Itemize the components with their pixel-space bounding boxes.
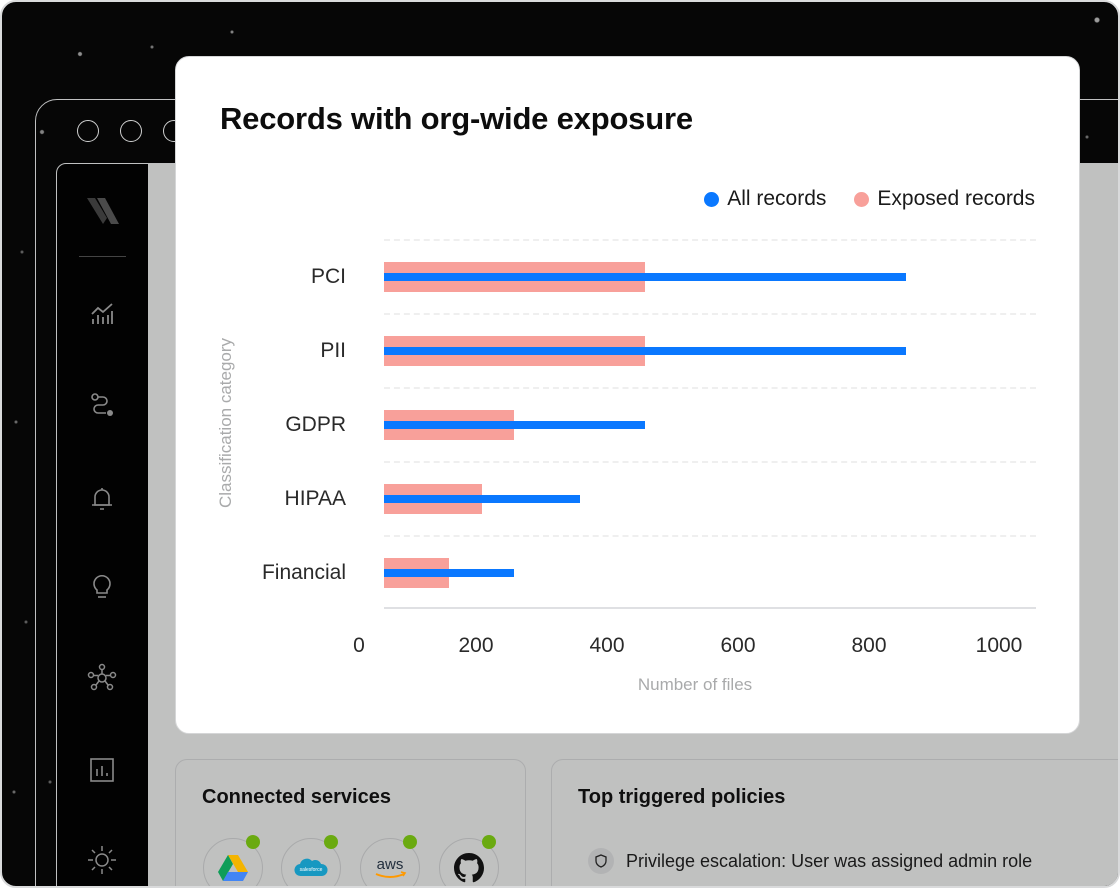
x-tick-label: 400 bbox=[589, 634, 625, 657]
gridline bbox=[384, 535, 1036, 537]
connected-services-card: Connected services salesforce aws bbox=[175, 759, 526, 886]
policy-item[interactable]: Privilege escalation: User was assigned … bbox=[588, 848, 1032, 874]
bar-all-records[interactable] bbox=[384, 421, 645, 429]
sidebar-item-insights[interactable] bbox=[86, 570, 118, 602]
sidebar-item-graph[interactable] bbox=[86, 662, 118, 694]
x-tick-label: 600 bbox=[720, 634, 756, 657]
connected-status-dot bbox=[403, 835, 417, 849]
legend-dot-icon bbox=[704, 191, 720, 207]
bar-all-records[interactable] bbox=[384, 347, 906, 355]
sidebar-divider bbox=[79, 256, 126, 257]
bar-all-records[interactable] bbox=[384, 569, 515, 577]
service-github[interactable] bbox=[439, 835, 499, 886]
chart-legend: All records Exposed records bbox=[704, 187, 1035, 211]
logo-icon bbox=[85, 196, 121, 228]
svg-text:salesforce: salesforce bbox=[300, 867, 323, 873]
window-control-dot[interactable] bbox=[120, 120, 142, 142]
google-drive-icon bbox=[218, 855, 248, 881]
category-label: Financial bbox=[261, 561, 346, 584]
bell-icon bbox=[92, 488, 112, 510]
legend-item-exposed-records[interactable]: Exposed records bbox=[854, 187, 1035, 211]
sidebar-item-analytics[interactable] bbox=[86, 298, 118, 330]
x-tick-label: 200 bbox=[458, 634, 494, 657]
connected-status-dot bbox=[324, 835, 338, 849]
exposure-chart-card: Records with org-wide exposure All recor… bbox=[175, 56, 1080, 734]
policy-label: Privilege escalation: User was assigned … bbox=[626, 850, 1033, 871]
sun-icon bbox=[88, 846, 116, 874]
analytics-icon bbox=[91, 303, 113, 324]
sidebar bbox=[57, 164, 148, 886]
svg-text:aws: aws bbox=[377, 856, 404, 873]
legend-item-all-records[interactable]: All records bbox=[704, 187, 826, 211]
bar-all-records[interactable] bbox=[384, 495, 580, 503]
workflow-icon bbox=[91, 393, 113, 416]
service-aws[interactable]: aws bbox=[360, 835, 420, 886]
gridline bbox=[384, 387, 1036, 389]
gridline bbox=[384, 313, 1036, 315]
x-tick-label: 800 bbox=[851, 634, 887, 657]
category-label: PII bbox=[320, 339, 346, 362]
connected-status-dot bbox=[246, 835, 260, 849]
sidebar-item-alerts[interactable] bbox=[86, 482, 118, 514]
legend-label: Exposed records bbox=[877, 187, 1035, 210]
github-icon bbox=[454, 853, 484, 883]
sidebar-item-workflows[interactable] bbox=[86, 388, 118, 420]
x-axis-label: Number of files bbox=[637, 675, 753, 694]
x-tick-label: 1000 bbox=[975, 634, 1023, 657]
x-axis-line bbox=[384, 607, 1036, 609]
salesforce-icon: salesforce bbox=[294, 858, 328, 877]
chart-title: Records with org-wide exposure bbox=[220, 101, 693, 136]
category-label: PCI bbox=[310, 265, 346, 288]
service-google-drive[interactable] bbox=[203, 835, 263, 886]
lightbulb-icon bbox=[93, 575, 111, 598]
sidebar-item-reports[interactable] bbox=[86, 754, 118, 786]
legend-label: All records bbox=[727, 187, 827, 210]
aws-icon: aws bbox=[375, 856, 407, 878]
service-salesforce[interactable]: salesforce bbox=[281, 835, 341, 886]
bar-all-records[interactable] bbox=[384, 273, 906, 281]
sidebar-item-theme[interactable] bbox=[86, 844, 118, 876]
window-control-dot[interactable] bbox=[77, 120, 99, 142]
x-tick-label: 0 bbox=[353, 634, 365, 657]
network-icon bbox=[87, 663, 117, 691]
report-icon bbox=[90, 758, 114, 782]
category-label: GDPR bbox=[285, 413, 346, 436]
legend-dot-icon bbox=[854, 191, 870, 207]
y-axis-label: Classification category bbox=[216, 337, 235, 509]
card-title: Connected services bbox=[202, 786, 391, 808]
category-label: HIPAA bbox=[284, 487, 346, 510]
chart-plot-area bbox=[384, 239, 1036, 609]
gridline bbox=[384, 239, 1036, 241]
gridline bbox=[384, 461, 1036, 463]
connected-status-dot bbox=[482, 835, 496, 849]
shield-icon bbox=[588, 848, 614, 874]
top-policies-card: Top triggered policies Privilege escalat… bbox=[551, 759, 1118, 886]
card-title: Top triggered policies bbox=[578, 786, 786, 808]
